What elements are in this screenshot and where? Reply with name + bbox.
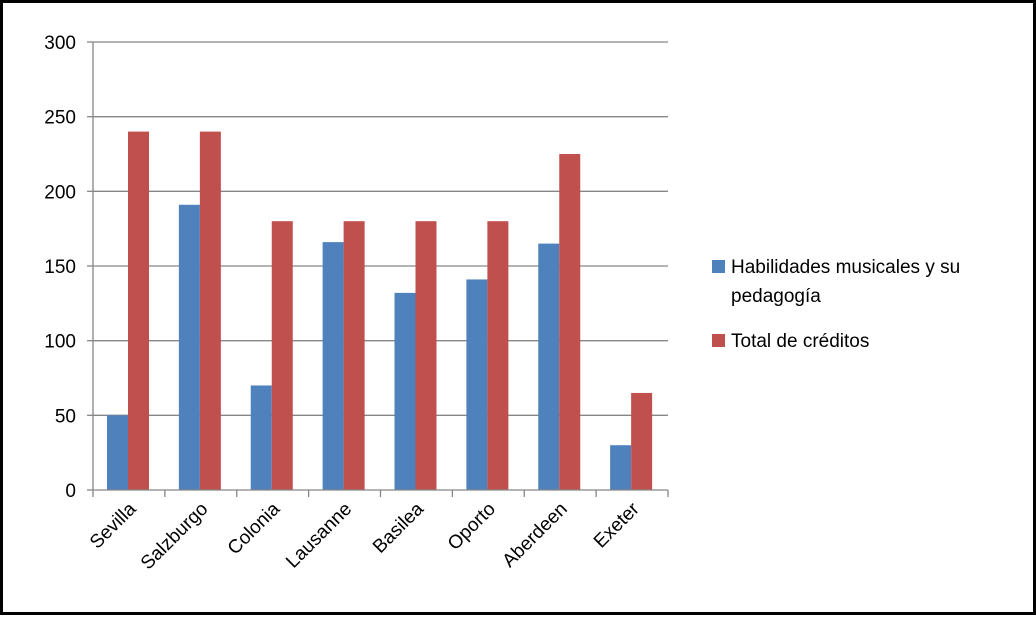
bar-habilidades-exeter [610,445,632,490]
bar-total-aberdeen [559,154,581,490]
bars [107,131,653,491]
bar-total-exeter [631,392,653,490]
y-tick-label: 150 [44,257,76,278]
axes [87,41,669,497]
y-tick-label: 250 [44,108,76,129]
bar-habilidades-colonia [250,385,272,490]
bar-total-basilea [415,221,437,490]
y-tick-label: 0 [65,481,76,502]
y-tick-labels: 0 50 100 150 200 250 300 [44,33,76,502]
bar-total-salzburgo [199,131,221,490]
legend-swatch [712,260,725,273]
bar-habilidades-salzburgo [178,204,200,491]
bar-habilidades-sevilla [107,415,128,490]
legend: Habilidades musicales y su pedagogía Total… [712,257,960,352]
y-tick-label: 50 [55,406,76,427]
y-tick-label: 200 [44,182,76,203]
legend-label: pedagogía [731,286,821,307]
bar-habilidades-aberdeen [538,243,560,490]
y-tick-label: 300 [44,33,76,54]
bar-habilidades-basilea [394,292,416,490]
y-tick-label: 100 [44,332,76,353]
legend-label: Total de créditos [731,331,869,352]
legend-label: Habilidades musicales y su [731,257,960,278]
bar-total-oporto [487,221,509,490]
bar-total-sevilla [128,131,149,490]
bar-habilidades-lausanne [322,242,344,490]
bar-total-lausanne [343,221,365,490]
bar-total-colonia [271,221,293,490]
legend-swatch [712,334,725,347]
bar-habilidades-oporto [466,279,488,490]
